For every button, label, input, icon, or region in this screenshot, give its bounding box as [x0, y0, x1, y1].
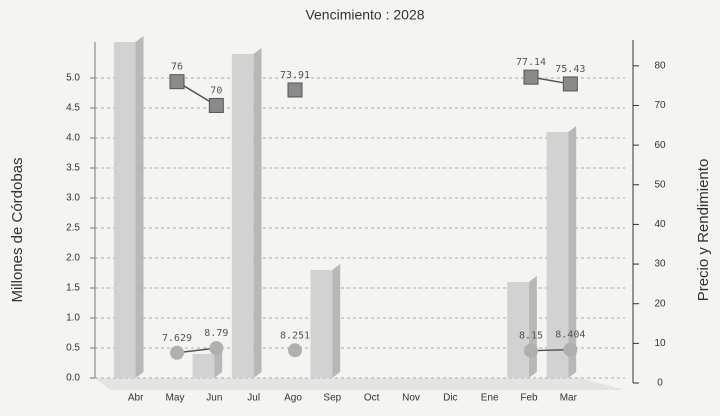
- y2-tick-label: 30: [654, 259, 666, 270]
- y-tick-label: 2.5: [66, 223, 80, 234]
- x-tick-label: Abr: [128, 393, 144, 404]
- floor: [95, 378, 625, 390]
- x-tick-label: Oct: [364, 393, 380, 404]
- marker: [209, 341, 224, 356]
- marker: [562, 76, 578, 92]
- bar: [231, 54, 254, 378]
- x-tick-label: Mar: [560, 393, 578, 404]
- y2-tick-label: 60: [654, 140, 666, 151]
- y-tick-label: 1.5: [66, 283, 80, 294]
- x-tick-label: Sep: [323, 393, 341, 404]
- y2-tick-label: 80: [654, 60, 666, 71]
- bar-side: [332, 264, 341, 378]
- chart-title: Vencimiento : 2028: [305, 7, 424, 23]
- data-label: 8.251: [280, 330, 310, 341]
- bar-side: [450, 372, 459, 378]
- data-label: 8.404: [555, 330, 585, 341]
- bar: [546, 132, 569, 378]
- y-tick-label: 3.0: [66, 193, 80, 204]
- bar-side: [135, 36, 144, 378]
- bar: [310, 270, 333, 378]
- y2-tick-label: 0: [657, 378, 663, 389]
- data-label: 77.14: [516, 57, 546, 68]
- bar-side: [371, 372, 380, 378]
- x-tick-label: Ene: [481, 393, 499, 404]
- marker: [169, 74, 185, 90]
- data-label: 7.629: [162, 333, 192, 344]
- marker: [563, 342, 578, 357]
- bar: [113, 42, 136, 378]
- bar-side: [174, 372, 183, 378]
- y2-tick-label: 50: [654, 179, 666, 190]
- x-tick-label: Ago: [284, 393, 302, 404]
- y-tick-label: 4.5: [66, 103, 80, 114]
- y-axis-label: Millones de Córdobas: [9, 157, 26, 302]
- x-tick-label: Feb: [520, 393, 538, 404]
- marker: [288, 343, 302, 358]
- bar-side: [410, 372, 419, 378]
- bar-side: [214, 348, 223, 378]
- data-label: 8.15: [519, 331, 543, 342]
- bar-side: [292, 372, 301, 378]
- y2-tick-label: 20: [654, 298, 666, 309]
- bar-side: [568, 126, 577, 378]
- y2-tick-label: 10: [654, 338, 666, 349]
- y-tick-label: 1.0: [66, 313, 80, 324]
- bar-side: [528, 276, 537, 378]
- data-label: 75.43: [555, 64, 585, 75]
- x-tick-label: Dic: [443, 393, 457, 404]
- y-tick-label: 3.5: [66, 163, 80, 174]
- marker: [287, 82, 303, 98]
- x-tick-label: Nov: [402, 393, 420, 404]
- y2-tick-label: 70: [654, 100, 666, 111]
- x-tick-label: May: [166, 393, 185, 404]
- y-tick-label: 0.5: [66, 343, 80, 354]
- x-tick-label: Jun: [206, 393, 222, 404]
- y-tick-label: 4.0: [66, 133, 80, 144]
- bar: [192, 354, 215, 378]
- marker: [170, 345, 184, 360]
- data-label: 70: [210, 85, 222, 96]
- data-label: 73.91: [280, 70, 310, 81]
- y2-tick-label: 40: [654, 219, 666, 230]
- y-tick-label: 5.0: [66, 73, 80, 84]
- x-tick-label: Jul: [247, 393, 260, 404]
- marker: [523, 69, 539, 85]
- data-label: 8.79: [204, 328, 228, 339]
- marker: [524, 343, 538, 358]
- y2-axis-label: Precio y Rendimiento: [695, 159, 712, 302]
- bar-side: [253, 48, 262, 378]
- data-label: 76: [171, 62, 183, 73]
- bar-side: [489, 372, 498, 378]
- marker: [208, 97, 224, 113]
- y-tick-label: 2.0: [66, 253, 80, 264]
- bar: [507, 282, 529, 378]
- y-tick-label: 0.0: [66, 373, 80, 384]
